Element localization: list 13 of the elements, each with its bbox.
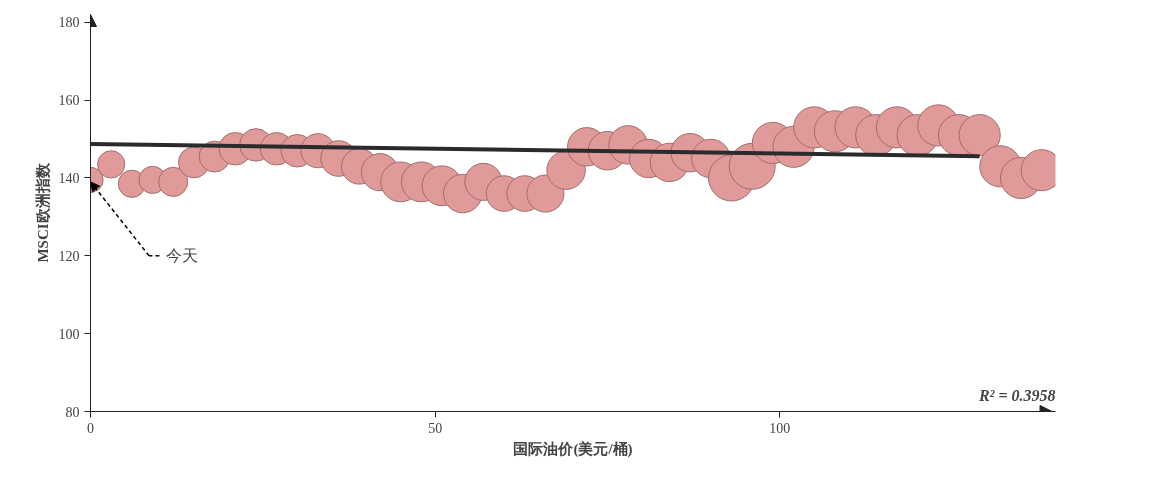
x-tick-label: 50 <box>428 420 443 436</box>
y-tick-label: 140 <box>58 170 80 186</box>
x-axis-title: 国际油价(美元/桶) <box>513 439 633 458</box>
x-tick-label: 0 <box>87 420 94 436</box>
annotation: 今天 <box>166 246 199 266</box>
y-tick-label: 160 <box>58 93 80 109</box>
y-tick-label: 180 <box>58 15 80 31</box>
y-tick-label: 100 <box>58 326 80 342</box>
y-tick-label: 80 <box>65 404 80 420</box>
y-axis-title: MSCI欧洲指数 <box>34 162 51 263</box>
y-tick-label: 120 <box>58 248 80 264</box>
annotation: R² = 0.3958 <box>977 386 1056 404</box>
x-tick-label: 100 <box>769 420 791 436</box>
